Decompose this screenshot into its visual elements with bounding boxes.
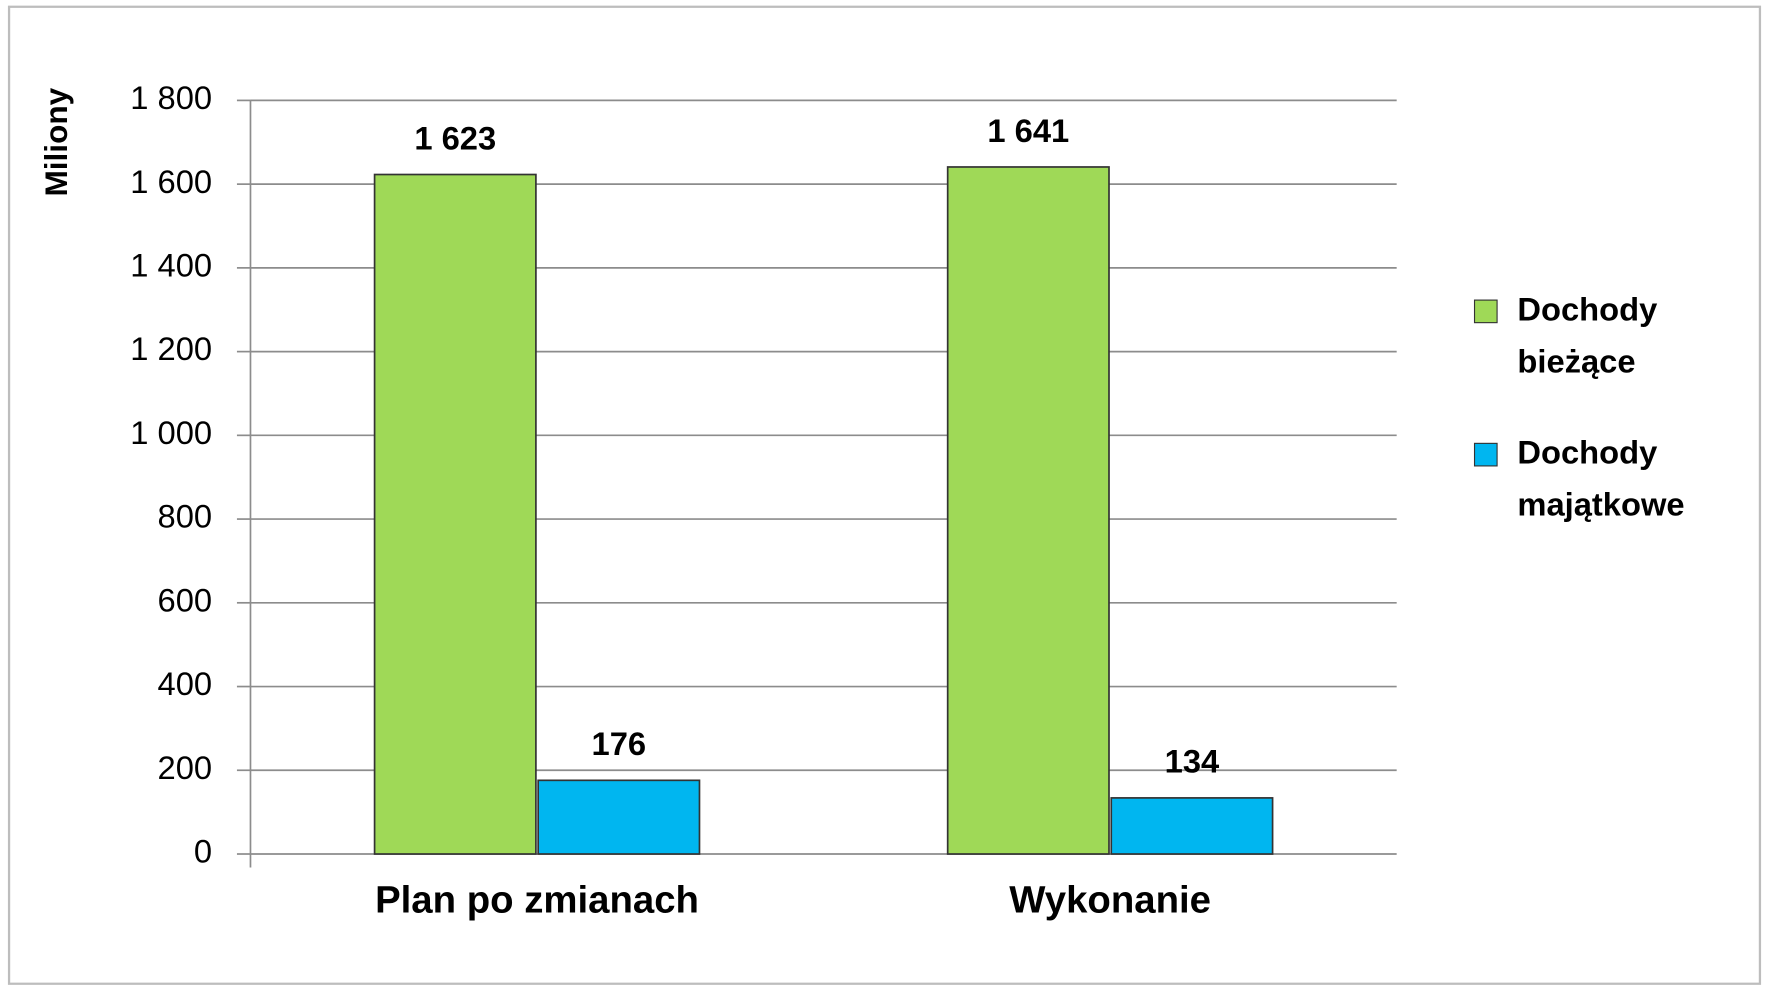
legend-swatch xyxy=(1473,442,1498,467)
y-tick-label: 1 200 xyxy=(130,330,212,367)
legend-label: Dochody bieżące xyxy=(1517,290,1658,379)
bar xyxy=(537,779,701,855)
data-label: 1 641 xyxy=(987,112,1069,149)
y-tick-label: 1 000 xyxy=(130,414,212,451)
bar xyxy=(373,173,537,855)
y-tick-label: 600 xyxy=(158,581,213,618)
chart-frame xyxy=(7,5,1762,985)
y-axis-label: Miliony xyxy=(38,87,74,196)
legend-swatch xyxy=(1473,299,1498,324)
bar xyxy=(1110,797,1274,855)
data-label: 1 623 xyxy=(414,119,496,156)
y-tick-label: 800 xyxy=(158,498,213,535)
y-tick-label: 1 600 xyxy=(130,163,212,200)
bar xyxy=(946,166,1110,855)
y-tick-label: 400 xyxy=(158,665,213,702)
data-label: 134 xyxy=(1165,743,1220,780)
legend-label: Dochody majątkowe xyxy=(1517,433,1684,522)
y-tick-label: 0 xyxy=(194,833,212,870)
y-tick-label: 200 xyxy=(158,749,213,786)
x-tick-label: Plan po zmianach xyxy=(375,879,699,922)
y-tick-label: 1 800 xyxy=(130,79,212,116)
x-tick-label: Wykonanie xyxy=(1009,879,1211,922)
data-label: 176 xyxy=(592,725,647,762)
y-tick-label: 1 400 xyxy=(130,247,212,284)
